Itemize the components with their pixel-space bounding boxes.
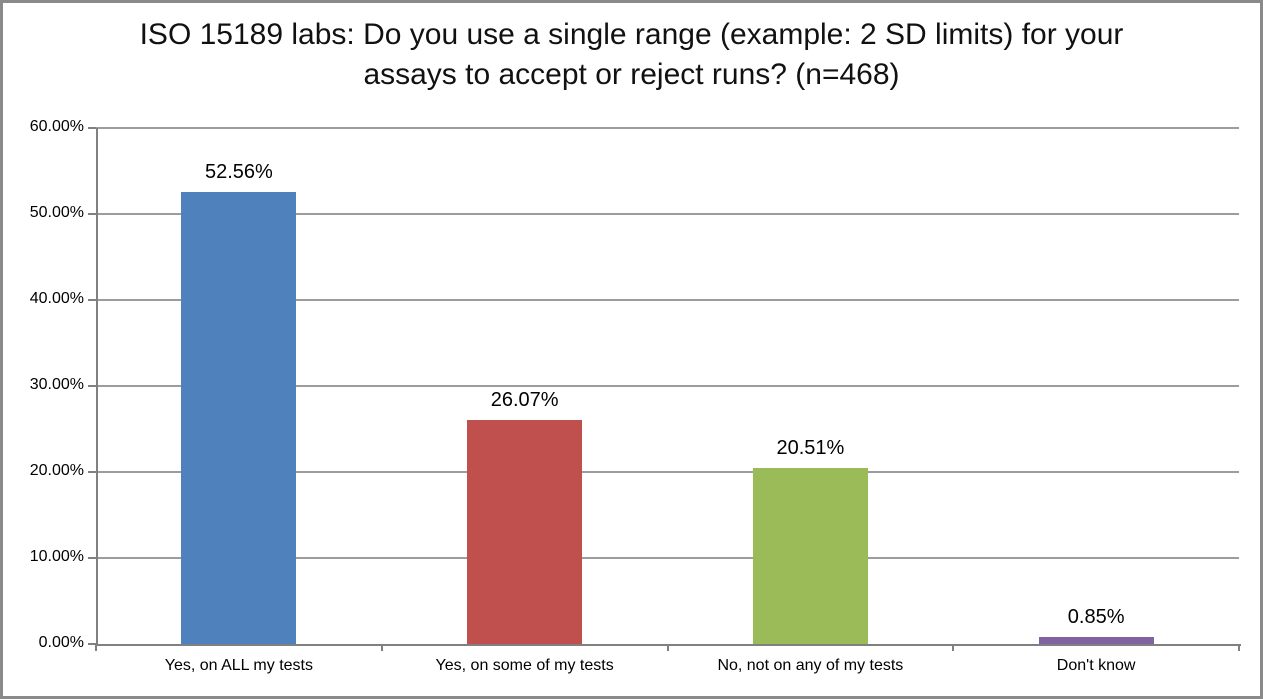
x-tick-mark [952,644,955,651]
y-tick-label: 60.00% [29,118,84,135]
y-axis-line [96,128,98,646]
y-tick-mark [88,213,96,215]
y-tick-label: 10.00% [29,548,84,565]
bar [181,191,297,644]
gridline [96,557,1239,559]
gridline [96,299,1239,301]
bar-value-label: 52.56% [204,160,273,183]
x-tick-mark [95,644,97,651]
bar-value-label: 20.51% [776,436,845,459]
y-tick-label: 40.00% [29,290,84,307]
bar [467,419,583,644]
y-tick-label: 30.00% [29,376,84,393]
bar-value-label: 0.85% [1067,605,1125,628]
x-tick-label: Yes, on ALL my tests [164,657,313,674]
bar-value-label: 26.07% [490,388,559,411]
chart-title: ISO 15189 labs: Do you use a single rang… [139,18,1124,91]
y-tick-mark [88,127,96,129]
bar [1038,636,1154,644]
y-tick-mark [88,385,96,387]
y-tick-mark [88,299,96,301]
gridline [96,127,1239,129]
gridline [96,385,1239,387]
x-tick-label: Don't know [1056,657,1136,674]
x-tick-mark [666,644,669,651]
plot-area: 0.00% 10.00% 20.00% 30.00% 40.00% 50.00% 60.00… [3,3,1260,696]
y-tick-mark [88,557,96,559]
x-tick-label: Yes, on some of my tests [435,657,614,674]
gridline [96,471,1239,473]
y-tick-label: 50.00% [29,204,84,221]
y-tick-mark [88,643,96,645]
y-tick-label: 0.00% [38,634,84,651]
gridline [96,213,1239,215]
y-tick-mark [88,471,96,473]
y-tick-label: 20.00% [29,462,84,479]
x-tick-label: No, not on any of my tests [717,657,904,674]
x-tick-mark [1238,644,1240,651]
bar [752,467,868,644]
x-tick-mark [380,644,383,651]
x-axis-line [96,644,1241,646]
